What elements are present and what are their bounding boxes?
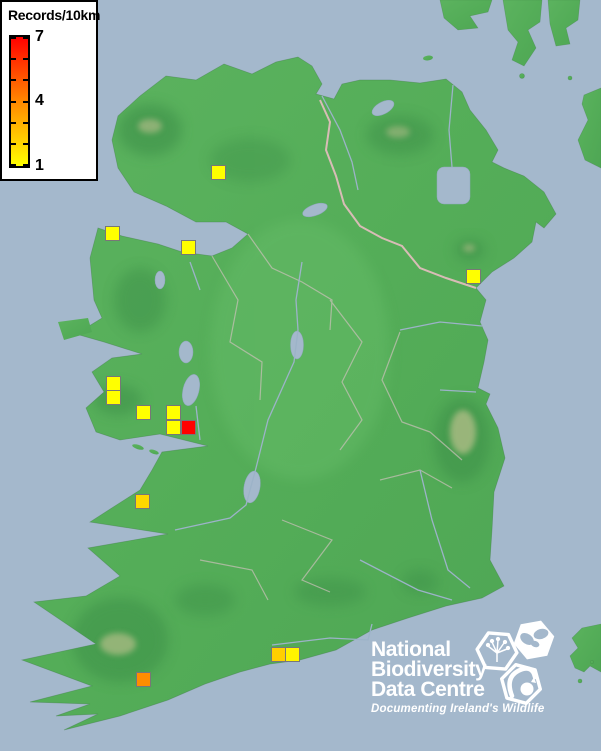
legend-tick [11, 101, 16, 103]
legend-tick [11, 58, 16, 60]
record-square[interactable] [181, 240, 196, 255]
lough-corrib [182, 374, 200, 406]
legend-tick [11, 143, 16, 145]
legend-label-max: 7 [35, 28, 44, 45]
legend-tick [23, 58, 28, 60]
ni-border [319, 99, 477, 289]
record-square[interactable] [106, 390, 121, 405]
sprig-hexagon [475, 631, 519, 671]
logo-line-1: National [371, 638, 451, 661]
record-square[interactable] [285, 647, 300, 662]
record-square[interactable] [166, 405, 181, 420]
lakes [154, 100, 471, 504]
scotland-islands [439, 0, 601, 169]
legend-tick [23, 101, 28, 103]
logo-line-2: Biodiversity [371, 658, 487, 681]
record-square[interactable] [105, 226, 120, 241]
record-square[interactable] [136, 405, 151, 420]
legend-tick [11, 37, 16, 39]
butterfly-hexagon [513, 620, 555, 660]
record-square[interactable] [211, 165, 226, 180]
rivers [174, 84, 483, 646]
logo-line-3: Data Centre [371, 678, 485, 701]
record-square[interactable] [135, 494, 150, 509]
record-square[interactable] [166, 420, 181, 435]
butterfly-icon [520, 628, 549, 648]
legend-tick [23, 143, 28, 145]
nbdc-logo-text: National Biodiversity Data Centre Docume… [371, 638, 545, 715]
legend-tick [11, 122, 16, 124]
sprig-icon [485, 636, 511, 662]
record-square[interactable] [271, 647, 286, 662]
britain-coast [569, 623, 601, 684]
legend-gradient-bar [9, 35, 30, 168]
legend-label-min: 1 [35, 157, 44, 174]
legend-title: Records/10km [8, 7, 101, 23]
record-square[interactable] [466, 269, 481, 284]
record-square[interactable] [106, 376, 121, 391]
legend-tick [23, 79, 28, 81]
legend-tick [11, 164, 16, 166]
legend-tick [23, 37, 28, 39]
river-shannon [174, 261, 303, 531]
legend-tick [23, 122, 28, 124]
logo-tagline: Documenting Ireland's Wildlife [371, 703, 545, 715]
legend-tick [11, 79, 16, 81]
records-legend: Records/10km 7 4 1 [0, 0, 101, 181]
squirrel-hexagon [500, 663, 542, 705]
legend-tick [23, 164, 28, 166]
achill-island [58, 318, 92, 340]
record-square[interactable] [181, 420, 196, 435]
lough-neagh [436, 166, 471, 205]
squirrel-icon [507, 666, 538, 699]
record-square[interactable] [136, 672, 151, 687]
nbdc-logo-hexagons [475, 620, 555, 705]
legend-label-mid: 4 [35, 92, 44, 109]
